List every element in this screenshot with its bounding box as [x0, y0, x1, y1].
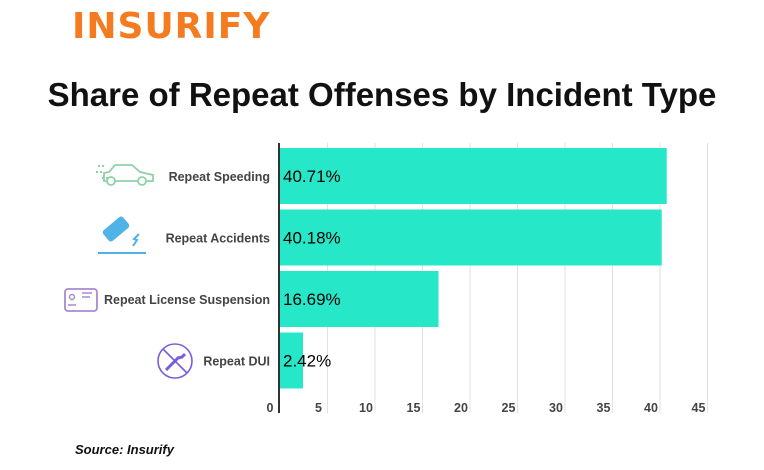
no-drinking-icon [157, 343, 193, 379]
car-speeding-icon [96, 164, 154, 186]
x-tick-label: 0 [267, 401, 274, 415]
x-tick-label: 15 [407, 401, 421, 415]
data-label: 40.71% [283, 167, 341, 186]
data-label: 16.69% [283, 290, 341, 309]
license-card-icon [64, 288, 98, 312]
x-tick-label: 35 [597, 401, 611, 415]
category-label: Repeat License Suspension [104, 293, 270, 307]
x-tick-label: 10 [359, 401, 373, 415]
chart-title: Share of Repeat Offenses by Incident Typ… [47, 76, 717, 113]
bar-repeat-accidents [280, 209, 662, 266]
insurify-logo: INSURIFY [72, 6, 271, 47]
x-tick-label: 25 [502, 401, 516, 415]
category-label: Repeat DUI [203, 355, 270, 369]
data-label: 2.42% [283, 352, 331, 371]
category-label: Repeat Accidents [166, 232, 270, 246]
car-accident-icon [98, 216, 146, 254]
bar-repeat-dui [280, 332, 303, 389]
data-label: 40.18% [283, 229, 341, 248]
x-tick-label: 5 [315, 401, 322, 415]
source-note: Source: Insurify [75, 442, 174, 457]
category-label: Repeat Speeding [169, 170, 270, 184]
x-tick-label: 20 [454, 401, 468, 415]
x-tick-label: 45 [692, 401, 706, 415]
x-tick-label: 30 [549, 401, 563, 415]
bar-repeat-speeding [280, 148, 667, 204]
x-tick-label: 40 [644, 401, 658, 415]
bar-repeat-license-suspension [280, 271, 439, 327]
